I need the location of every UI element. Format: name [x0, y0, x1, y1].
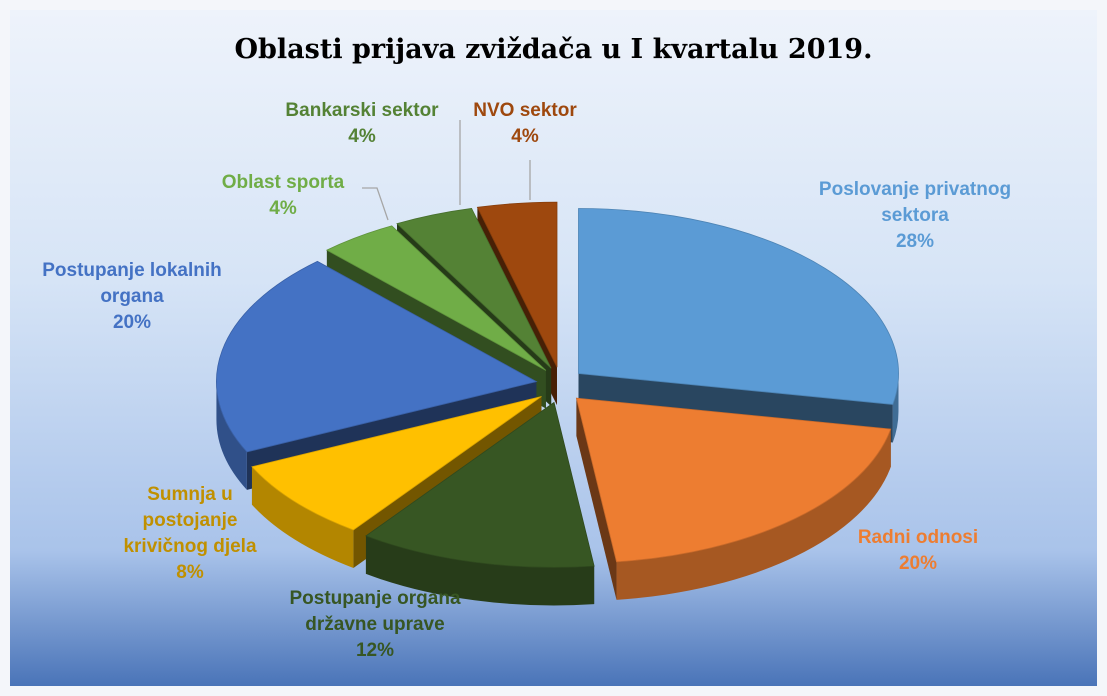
chart-title: Oblasti prijava zviždača u I kvartalu 20… — [234, 34, 873, 65]
data-label: Radni odnosi 20% — [818, 525, 1018, 577]
slice-side — [251, 466, 354, 568]
data-label: Oblast sporta 4% — [183, 170, 383, 222]
leader-line — [362, 187, 389, 221]
value-label: 20% — [112, 312, 152, 333]
data-label: Postupanje lokalnih organa 20% — [42, 258, 222, 336]
category-label: Sumnja u postojanje krivičnog djela — [123, 484, 257, 557]
slice-side — [576, 398, 617, 600]
data-label: NVO sektor 4% — [445, 98, 605, 150]
value-label: 4% — [511, 126, 539, 147]
slice-side — [216, 381, 247, 490]
slice — [365, 401, 595, 568]
slice — [325, 225, 547, 371]
value-label: 4% — [269, 198, 297, 219]
category-label: Bankarski sektor — [285, 100, 439, 121]
value-label: 28% — [895, 231, 935, 252]
slice — [396, 208, 552, 369]
slice — [216, 260, 538, 453]
leader-lines — [362, 120, 531, 221]
slice-side — [616, 429, 891, 600]
data-label: Bankarski sektor 4% — [262, 98, 462, 150]
slice — [575, 397, 892, 563]
slice — [578, 208, 899, 405]
category-label: Poslovanje privatnog sektora — [818, 179, 1012, 226]
data-label: Postupanje organa državne uprave 12% — [255, 586, 495, 664]
value-label: 4% — [348, 126, 376, 147]
value-label: 20% — [898, 553, 938, 574]
category-label: NVO sektor — [473, 100, 577, 121]
value-label: 8% — [176, 562, 204, 583]
category-label: Oblast sporta — [221, 172, 345, 193]
value-label: 12% — [355, 640, 395, 661]
category-label: Radni odnosi — [857, 527, 979, 548]
category-label: Postupanje lokalnih organa — [42, 260, 222, 307]
category-label: Postupanje organa državne uprave — [289, 588, 461, 635]
data-label: Sumnja u postojanje krivičnog djela 8% — [110, 482, 270, 586]
slice — [476, 201, 558, 368]
data-label: Poslovanje privatnog sektora 28% — [810, 177, 1020, 255]
slice — [251, 396, 542, 531]
